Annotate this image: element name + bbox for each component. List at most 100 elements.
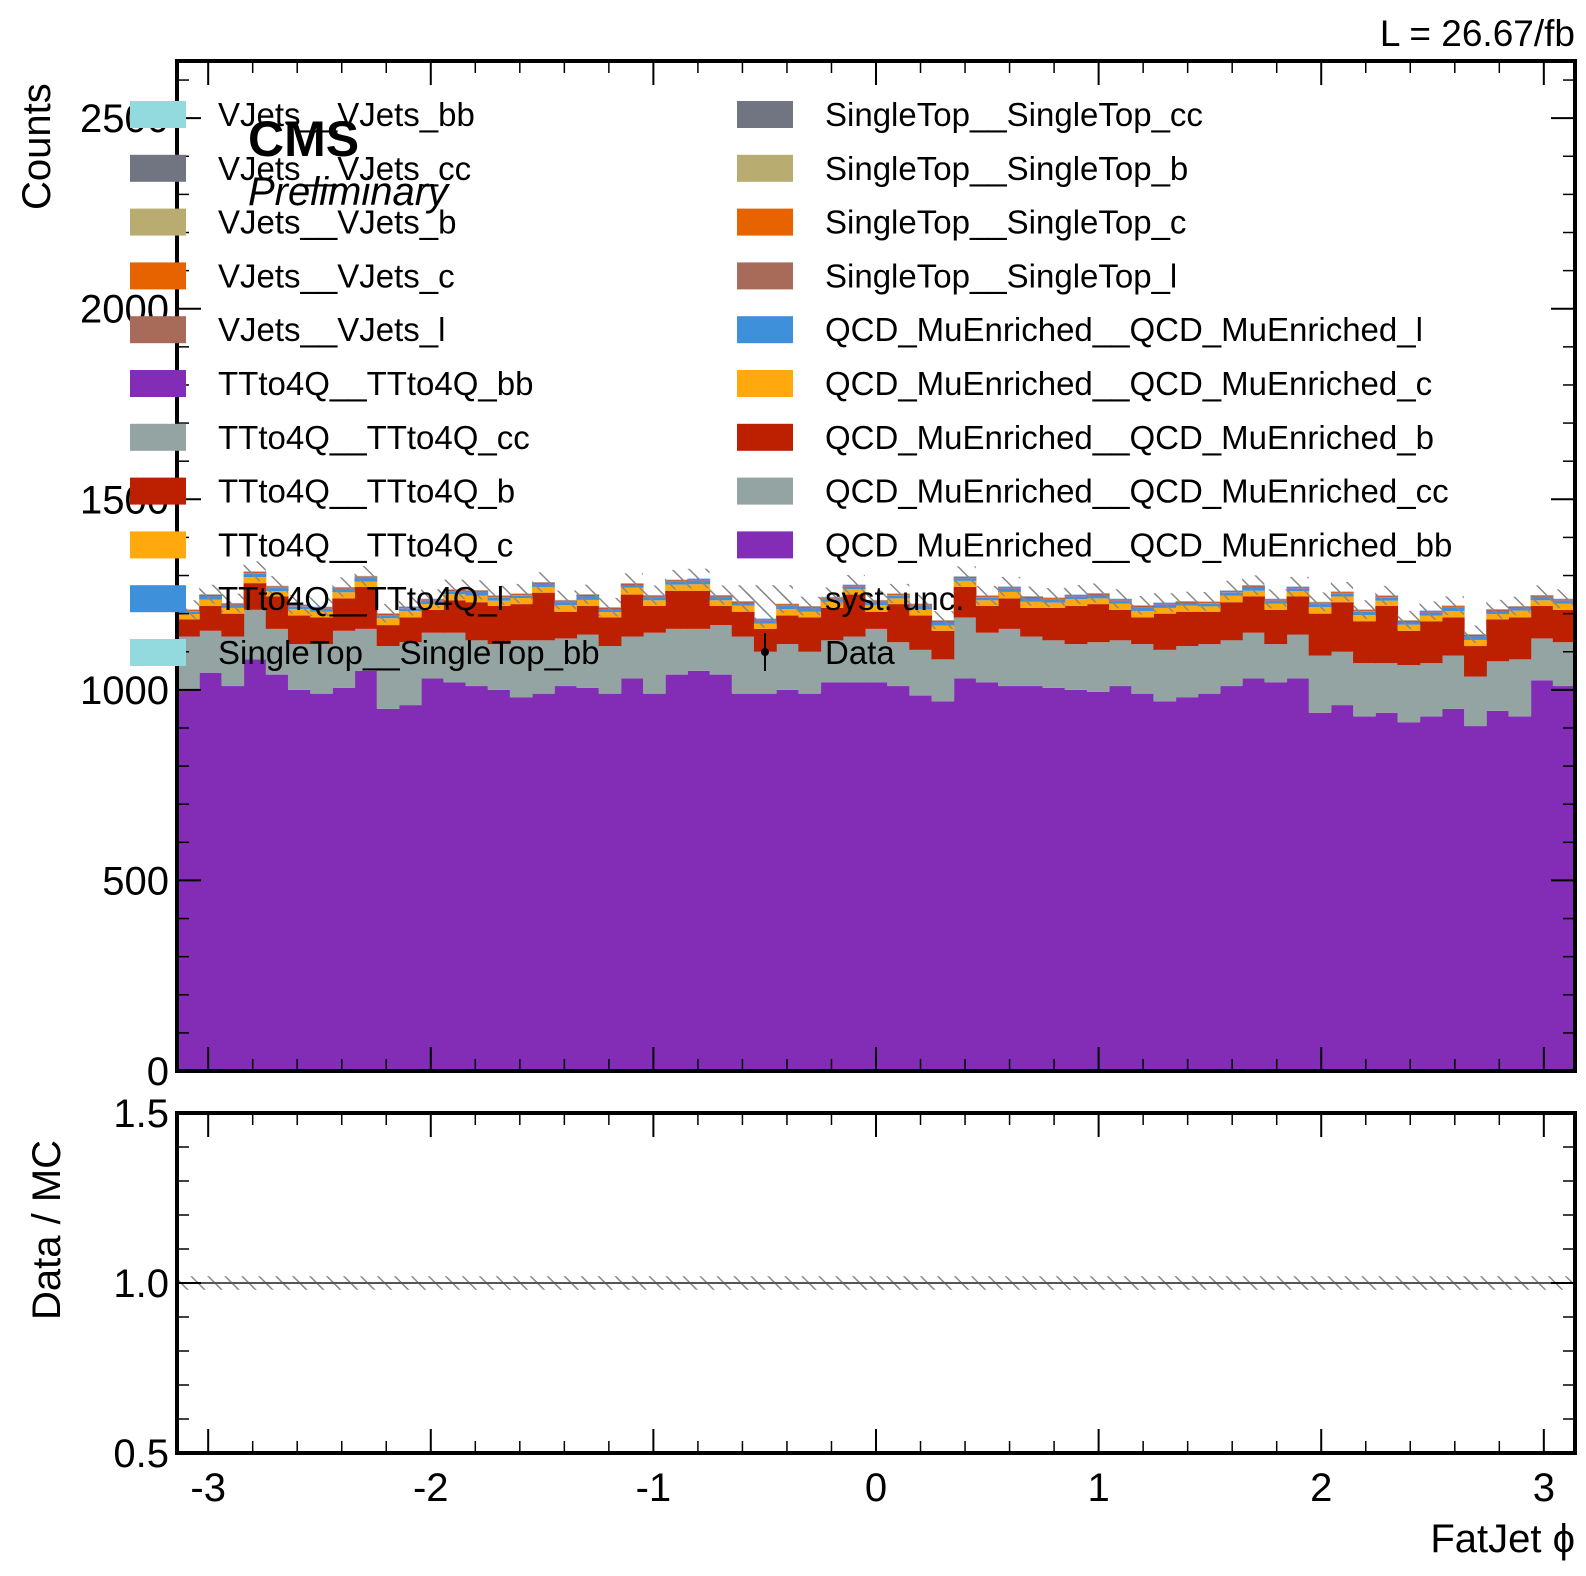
bar-QCD_MuEnriched__QCD_MuEnriched_b-bin-56 — [1419, 621, 1443, 664]
bar-QCD_MuEnriched__QCD_MuEnriched_b-bin-29 — [820, 607, 844, 641]
legend-marker — [761, 648, 769, 656]
bar-QCD_MuEnriched__QCD_MuEnriched_cc-bin-45 — [1175, 646, 1199, 698]
bar-QCD_MuEnriched__QCD_MuEnriched_b-bin-9 — [376, 625, 400, 647]
legend-swatch — [737, 154, 793, 182]
ratio-plot-frame — [175, 1111, 1577, 1455]
syst-unc-bin-18 — [576, 584, 599, 604]
bar-QCD_MuEnriched__QCD_MuEnriched_b-bin-11 — [421, 609, 444, 633]
bar-QCD_MuEnriched__QCD_MuEnriched_cc-bin-21 — [643, 632, 666, 694]
bar-QCD_MuEnriched__QCD_MuEnriched_b-bin-21 — [643, 606, 666, 633]
bar-QCD_MuEnriched__QCD_MuEnriched_cc-bin-20 — [620, 636, 644, 679]
bar-QCD_MuEnriched__QCD_MuEnriched_bb-bin-29 — [820, 682, 844, 1071]
bar-QCD_MuEnriched__QCD_MuEnriched_bb-bin-16 — [532, 693, 555, 1071]
legend-swatch-hatch — [737, 585, 793, 613]
legend-swatch — [130, 208, 186, 236]
syst-unc-bin-13 — [465, 580, 488, 600]
syst-unc-bin-30 — [842, 574, 865, 595]
bar-QCD_MuEnriched__QCD_MuEnriched_b-bin-46 — [1197, 611, 1221, 645]
bar-QCD_MuEnriched__QCD_MuEnriched_cc-bin-50 — [1286, 634, 1310, 679]
legend-swatch — [130, 316, 186, 344]
legend-entry-singletop-singletop-cc: SingleTop__SingleTop_cc — [737, 96, 1203, 133]
bar-QCD_MuEnriched__QCD_MuEnriched_bb-bin-48 — [1242, 678, 1265, 1071]
syst-unc-bin-55 — [1397, 611, 1420, 630]
bar-QCD_MuEnriched__QCD_MuEnriched_b-bin-50 — [1286, 596, 1310, 635]
bar-QCD_MuEnriched__QCD_MuEnriched_cc-bin-10 — [398, 642, 422, 706]
bar-QCD_MuEnriched__QCD_MuEnriched_b-bin-3 — [243, 583, 267, 610]
bar-QCD_MuEnriched__QCD_MuEnriched_cc-bin-3 — [243, 609, 267, 660]
bar-QCD_MuEnriched__QCD_MuEnriched_cc-bin-9 — [376, 646, 400, 709]
bar-QCD_MuEnriched__QCD_MuEnriched_cc-bin-18 — [576, 634, 600, 688]
bar-QCD_MuEnriched__QCD_MuEnriched_bb-bin-55 — [1397, 722, 1421, 1071]
x-tick-label: 3 — [1533, 1466, 1555, 1510]
bar-QCD_MuEnriched__QCD_MuEnriched_cc-bin-43 — [1131, 644, 1154, 694]
bar-QCD_MuEnriched__QCD_MuEnriched_b-bin-25 — [731, 611, 755, 637]
bar-QCD_MuEnriched__QCD_MuEnriched_bb-bin-49 — [1264, 682, 1288, 1071]
legend-label: TTto4Q__TTto4Q_bb — [218, 365, 533, 402]
bar-QCD_MuEnriched__QCD_MuEnriched_cc-bin-31 — [864, 628, 888, 683]
main-y-tick-label: 1000 — [80, 669, 169, 713]
legend-swatch — [737, 262, 793, 290]
syst-unc-bin-17 — [554, 590, 577, 610]
bar-QCD_MuEnriched__QCD_MuEnriched_bb-bin-33 — [909, 695, 933, 1071]
syst-unc-bin-1 — [199, 584, 222, 604]
legend-swatch — [737, 208, 793, 236]
bar-QCD_MuEnriched__QCD_MuEnriched_bb-bin-57 — [1441, 708, 1465, 1071]
bar-QCD_MuEnriched__QCD_MuEnriched_cc-bin-14 — [487, 644, 511, 690]
bar-QCD_MuEnriched__QCD_MuEnriched_b-bin-39 — [1042, 607, 1066, 641]
syst-unc-bin-40 — [1064, 585, 1087, 605]
bar-QCD_MuEnriched__QCD_MuEnriched_cc-bin-56 — [1419, 663, 1443, 717]
bar-QCD_MuEnriched__QCD_MuEnriched_cc-bin-57 — [1441, 655, 1465, 709]
bar-QCD_MuEnriched__QCD_MuEnriched_cc-bin-19 — [598, 646, 622, 694]
bar-QCD_MuEnriched__QCD_MuEnriched_cc-bin-22 — [665, 628, 688, 675]
bar-QCD_MuEnriched__QCD_MuEnriched_b-bin-60 — [1508, 617, 1532, 660]
bar-QCD_MuEnriched__QCD_MuEnriched_cc-bin-6 — [310, 644, 333, 694]
syst-unc-bin-52 — [1330, 581, 1354, 602]
x-tick-label: 0 — [865, 1466, 887, 1510]
bar-QCD_MuEnriched__QCD_MuEnriched_cc-bin-51 — [1308, 655, 1332, 713]
bar-QCD_MuEnriched__QCD_MuEnriched_bb-bin-15 — [509, 697, 533, 1071]
bar-QCD_MuEnriched__QCD_MuEnriched_bb-bin-17 — [554, 686, 578, 1071]
bar-QCD_MuEnriched__QCD_MuEnriched_b-bin-36 — [975, 606, 999, 633]
syst-unc-bin-51 — [1308, 592, 1331, 612]
legend-label: TTto4Q__TTto4Q_l — [218, 580, 504, 617]
legend-swatch — [737, 316, 793, 344]
bar-QCD_MuEnriched__QCD_MuEnriched_bb-bin-39 — [1042, 687, 1066, 1071]
bar-QCD_MuEnriched__QCD_MuEnriched_b-bin-49 — [1264, 609, 1288, 645]
legend-label: QCD_MuEnriched__QCD_MuEnriched_bb — [825, 526, 1452, 563]
bar-QCD_MuEnriched__QCD_MuEnriched_b-bin-27 — [776, 615, 799, 645]
syst-unc-bin-16 — [532, 572, 555, 592]
legend-swatch — [737, 370, 793, 397]
bar-QCD_MuEnriched__QCD_MuEnriched_bb-bin-12 — [443, 682, 467, 1071]
legend-label: SingleTop__SingleTop_c — [825, 204, 1186, 241]
legend-swatch — [130, 639, 186, 666]
bar-QCD_MuEnriched__QCD_MuEnriched_bb-bin-58 — [1464, 726, 1487, 1071]
bar-QCD_MuEnriched__QCD_MuEnriched_bb-bin-43 — [1131, 693, 1154, 1071]
bar-QCD_MuEnriched__QCD_MuEnriched_bb-bin-28 — [798, 693, 822, 1071]
bar-QCD_MuEnriched__QCD_MuEnriched_b-bin-43 — [1131, 617, 1154, 645]
bar-QCD_MuEnriched__QCD_MuEnriched_bb-bin-25 — [731, 693, 755, 1071]
legend-swatch — [737, 531, 793, 559]
bar-QCD_MuEnriched__QCD_MuEnriched_bb-bin-24 — [709, 674, 733, 1071]
legend-swatch — [130, 477, 186, 505]
bar-QCD_MuEnriched__QCD_MuEnriched_b-bin-16 — [532, 592, 555, 641]
bar-QCD_MuEnriched__QCD_MuEnriched_cc-bin-34 — [931, 659, 955, 702]
bar-QCD_MuEnriched__QCD_MuEnriched_cc-bin-17 — [554, 638, 578, 687]
bar-QCD_MuEnriched__QCD_MuEnriched_cc-bin-30 — [842, 636, 866, 683]
x-tick-label: -1 — [636, 1466, 672, 1510]
bar-QCD_MuEnriched__QCD_MuEnriched_bb-bin-38 — [1020, 686, 1044, 1071]
legend-label: TTto4Q__TTto4Q_c — [218, 526, 513, 563]
bar-QCD_MuEnriched__QCD_MuEnriched_b-bin-6 — [310, 617, 333, 645]
bar-QCD_MuEnriched__QCD_MuEnriched_b-bin-12 — [443, 600, 467, 633]
bar-QCD_MuEnriched__QCD_MuEnriched_c-bin-58 — [1464, 639, 1487, 647]
bar-QCD_MuEnriched__QCD_MuEnriched_cc-bin-38 — [1020, 636, 1044, 687]
bar-QCD_MuEnriched__QCD_MuEnriched_b-bin-22 — [665, 590, 688, 629]
ratio-axis-ticks: -3 -2 -1 0 1 2 3 0.5 1.0 1.5 — [113, 1092, 1575, 1510]
bar-QCD_MuEnriched__QCD_MuEnriched_bb-bin-2 — [221, 686, 245, 1071]
bar-QCD_MuEnriched__QCD_MuEnriched_cc-bin-47 — [1219, 640, 1243, 687]
syst-unc-bin-2 — [221, 593, 244, 613]
bar-QCD_MuEnriched__QCD_MuEnriched_bb-bin-13 — [465, 686, 489, 1071]
main-y-tick-label: 0 — [147, 1050, 169, 1094]
x-tick-label: 1 — [1087, 1466, 1109, 1510]
syst-unc-bin-15 — [509, 583, 533, 603]
